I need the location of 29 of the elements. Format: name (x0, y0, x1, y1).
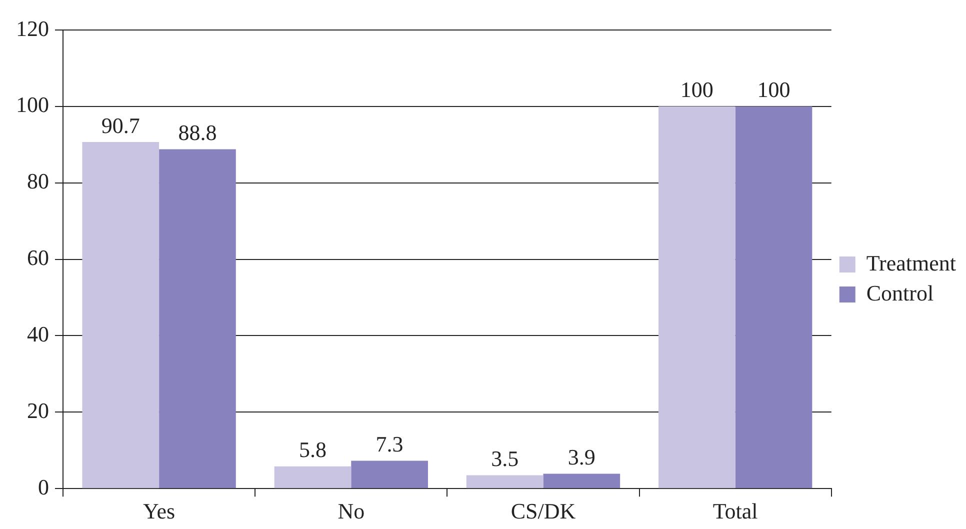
x-tick-label: CS/DK (510, 498, 576, 524)
data-label: 7.3 (376, 431, 404, 456)
data-label: 100 (680, 77, 714, 102)
bar (735, 106, 812, 488)
y-tick-label: 60 (27, 245, 49, 270)
bar (82, 142, 160, 488)
data-label: 3.5 (491, 446, 519, 472)
bar (466, 475, 544, 488)
x-tick-label: Total (712, 498, 758, 524)
y-tick-label: 20 (27, 398, 49, 423)
x-tick-label: No (338, 498, 365, 524)
bar (351, 460, 428, 488)
data-label: 88.8 (178, 120, 217, 146)
bar (159, 149, 236, 488)
x-tick-label: Yes (143, 498, 176, 524)
bar (274, 466, 352, 488)
data-label: 3.9 (568, 444, 596, 470)
legend-label: Treatment (866, 250, 956, 276)
data-label: 90.7 (101, 112, 140, 138)
y-tick-label: 120 (16, 16, 49, 41)
y-tick-label: 40 (27, 322, 49, 347)
y-tick-label: 100 (16, 92, 49, 118)
y-tick-label: 0 (38, 474, 49, 500)
y-tick-label: 80 (27, 168, 49, 194)
data-label: 5.8 (298, 437, 326, 462)
bar (543, 474, 620, 488)
data-label: 100 (757, 77, 790, 102)
legend-label: Control (866, 280, 934, 306)
bar (658, 106, 736, 488)
